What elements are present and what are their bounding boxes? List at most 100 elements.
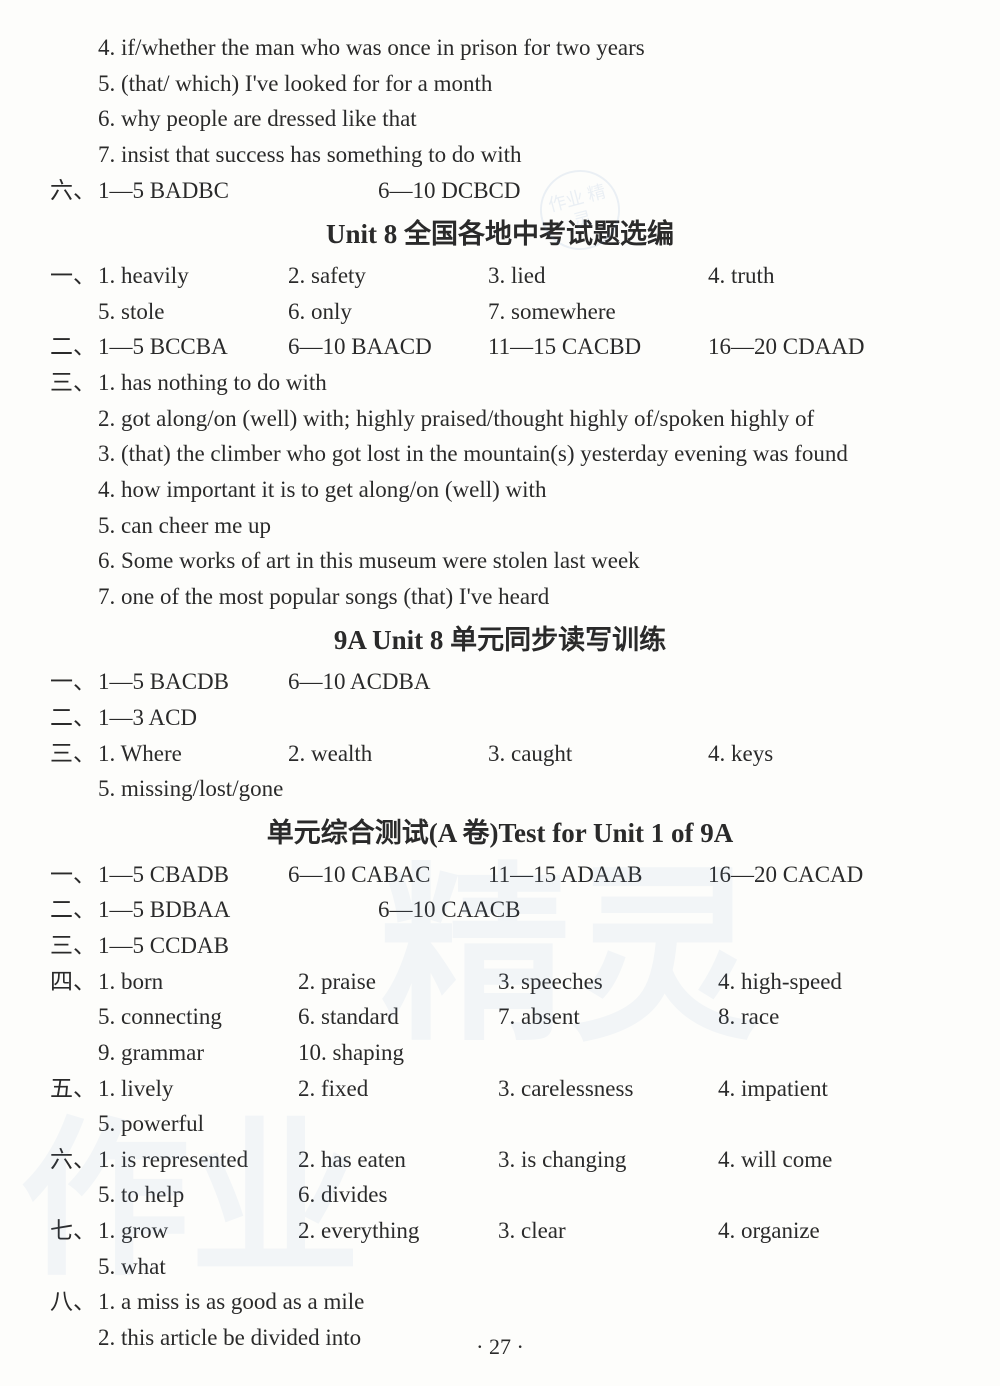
t-one-p2: 6—10 CABAC — [288, 857, 488, 893]
t-one-p4: 16—20 CACAD — [708, 857, 863, 893]
t7-r1c2: 2. everything — [298, 1213, 498, 1249]
t-one-p1: 1—5 CBADB — [98, 857, 288, 893]
rw-three-row2: 5. missing/lost/gone — [50, 771, 950, 807]
t4-r2c1: 5. connecting — [98, 999, 298, 1035]
t-four-row2: 5. connecting 6. standard 7. absent 8. r… — [50, 999, 950, 1035]
top-item-4: 4. if/whether the man who was once in pr… — [50, 30, 950, 66]
t-one-label: 一、 — [50, 857, 96, 893]
t4-r3c2: 10. shaping — [298, 1035, 498, 1071]
t-seven-label: 七、 — [50, 1213, 96, 1249]
t6-r2c1: 5. to help — [98, 1177, 298, 1213]
t-five-row1: 五、 1. lively 2. fixed 3. carelessness 4.… — [50, 1071, 950, 1107]
t-six-row2: 5. to help 6. divides — [50, 1177, 950, 1213]
u8-one-r1c3: 3. lied — [488, 258, 708, 294]
t-five-label: 五、 — [50, 1071, 96, 1107]
t7-r1c4: 4. organize — [718, 1213, 820, 1249]
top-item-6: 6. why people are dressed like that — [50, 101, 950, 137]
u8-one-r2c3: 7. somewhere — [488, 294, 708, 330]
t6-r1c4: 4. will come — [718, 1142, 832, 1178]
t-five-row2: 5. powerful — [50, 1106, 950, 1142]
t5-r2c1: 5. powerful — [98, 1106, 204, 1142]
title-test-unit1: 单元综合测试(A 卷)Test for Unit 1 of 9A — [50, 813, 950, 855]
title3-en1: A — [438, 818, 463, 848]
title1-cn: 全国各地中考试题选编 — [404, 219, 674, 249]
t4-r2c3: 7. absent — [498, 999, 718, 1035]
rw-one-right: 6—10 ACDBA — [288, 664, 431, 700]
u8-three-i3: 3. (that) the climber who got lost in th… — [50, 436, 950, 472]
t-two-right: 6—10 CAACB — [378, 892, 521, 928]
section-6-left: 1—5 BADBC — [98, 173, 378, 209]
u8-three-label: 三、 — [50, 365, 96, 401]
top-item-5: 5. (that/ which) I've looked for for a m… — [50, 66, 950, 102]
rw-three-r1c3: 3. caught — [488, 736, 708, 772]
u8-one-label: 一、 — [50, 258, 96, 294]
u8-two-label: 二、 — [50, 329, 96, 365]
rw-three-r2c1: 5. missing/lost/gone — [98, 771, 283, 807]
u8-three-first: 三、 1. has nothing to do with — [50, 365, 950, 401]
t-seven-row2: 5. what — [50, 1249, 950, 1285]
title3-en2: Test for Unit 1 of 9A — [499, 818, 734, 848]
u8-one-r1c1: 1. heavily — [98, 258, 288, 294]
t5-r1c3: 3. carelessness — [498, 1071, 718, 1107]
rw-two-label: 二、 — [50, 700, 96, 736]
u8-one-row1: 一、 1. heavily 2. safety 3. lied 4. truth — [50, 258, 950, 294]
section-6-row: 六、 1—5 BADBC 6—10 DCBCD — [50, 173, 950, 209]
t-three-text: 1—5 CCDAB — [98, 928, 229, 964]
t4-r1c2: 2. praise — [298, 964, 498, 1000]
rw-one-label: 一、 — [50, 664, 96, 700]
t-four-row3: 9. grammar 10. shaping — [50, 1035, 950, 1071]
t4-r3c1: 9. grammar — [98, 1035, 298, 1071]
title2-en: 9A Unit 8 — [334, 625, 450, 655]
title3-cn1: 单元综合测试( — [267, 818, 438, 848]
t-six-row1: 六、 1. is represented 2. has eaten 3. is … — [50, 1142, 950, 1178]
t6-r1c2: 2. has eaten — [298, 1142, 498, 1178]
t7-r1c1: 1. grow — [98, 1213, 298, 1249]
t4-r1c3: 3. speeches — [498, 964, 718, 1000]
page-number: · 27 · — [0, 1330, 1000, 1364]
u8-one-r2c2: 6. only — [288, 294, 488, 330]
u8-three-i6: 6. Some works of art in this museum were… — [50, 543, 950, 579]
u8-one-r2c1: 5. stole — [98, 294, 288, 330]
u8-two-p4: 16—20 CDAAD — [708, 329, 865, 365]
t6-r1c3: 3. is changing — [498, 1142, 718, 1178]
t8-i1: 1. a miss is as good as a mile — [98, 1284, 364, 1320]
t-six-label: 六、 — [50, 1142, 96, 1178]
rw-three-label: 三、 — [50, 736, 96, 772]
u8-three-i5: 5. can cheer me up — [50, 508, 950, 544]
rw-one-left: 1—5 BACDB — [98, 664, 288, 700]
title2-cn: 单元同步读写训练 — [450, 625, 666, 655]
title-unit8-exam: Unit 8 全国各地中考试题选编 — [50, 214, 950, 256]
t-two-row: 二、 1—5 BDBAA 6—10 CAACB — [50, 892, 950, 928]
t6-r1c1: 1. is represented — [98, 1142, 298, 1178]
top-item-7: 7. insist that success has something to … — [50, 137, 950, 173]
u8-one-r1c4: 4. truth — [708, 258, 774, 294]
t7-r1c3: 3. clear — [498, 1213, 718, 1249]
u8-one-row2: 5. stole 6. only 7. somewhere — [50, 294, 950, 330]
u8-one-r1c2: 2. safety — [288, 258, 488, 294]
t4-r2c2: 6. standard — [298, 999, 498, 1035]
t-four-row1: 四、 1. born 2. praise 3. speeches 4. high… — [50, 964, 950, 1000]
rw-two-row: 二、 1—3 ACD — [50, 700, 950, 736]
t6-r2c2: 6. divides — [298, 1177, 498, 1213]
u8-three-i2: 2. got along/on (well) with; highly prai… — [50, 401, 950, 437]
t5-r1c4: 4. impatient — [718, 1071, 828, 1107]
t-seven-row1: 七、 1. grow 2. everything 3. clear 4. org… — [50, 1213, 950, 1249]
label-6: 六、 — [50, 173, 96, 209]
rw-two-text: 1—3 ACD — [98, 700, 197, 736]
t-three-label: 三、 — [50, 928, 96, 964]
u8-three-i7: 7. one of the most popular songs (that) … — [50, 579, 950, 615]
t5-r1c1: 1. lively — [98, 1071, 298, 1107]
title1-en: Unit 8 — [326, 219, 404, 249]
t-three-row: 三、 1—5 CCDAB — [50, 928, 950, 964]
t4-r2c4: 8. race — [718, 999, 779, 1035]
u8-two-p2: 6—10 BAACD — [288, 329, 488, 365]
rw-one-row: 一、 1—5 BACDB 6—10 ACDBA — [50, 664, 950, 700]
section-6-right: 6—10 DCBCD — [378, 173, 521, 209]
rw-three-row1: 三、 1. Where 2. wealth 3. caught 4. keys — [50, 736, 950, 772]
t7-r2c1: 5. what — [98, 1249, 166, 1285]
rw-three-r1c2: 2. wealth — [288, 736, 488, 772]
t5-r1c2: 2. fixed — [298, 1071, 498, 1107]
t-four-label: 四、 — [50, 964, 96, 1000]
u8-two-p3: 11—15 CACBD — [488, 329, 708, 365]
page: 精灵 作业 作业 精灵 4. if/whether the man who wa… — [0, 0, 1000, 1386]
